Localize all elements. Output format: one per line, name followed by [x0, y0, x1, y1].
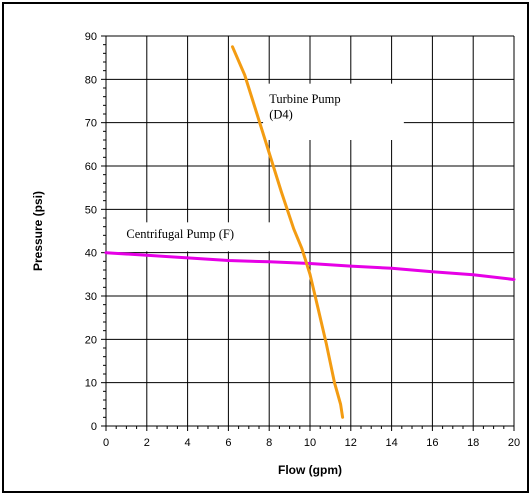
series-line-turbine-pump	[231, 45, 345, 419]
y-tick-label: 50	[85, 204, 97, 216]
series-lines	[104, 45, 516, 419]
x-tick-label: 18	[467, 437, 479, 449]
x-tick-label: 8	[266, 437, 272, 449]
x-tick-label: 4	[185, 437, 191, 449]
annotation-label: Turbine Pump	[269, 92, 340, 106]
annotation-label: (D4)	[269, 107, 293, 121]
y-tick-label: 0	[91, 421, 97, 433]
y-tick-label: 70	[85, 118, 97, 130]
tick-labels: 0 2 4 6 8 10 12 14 16 18 20 0 10 20 30 40 50 60 70 80 90	[85, 31, 520, 449]
y-tick-label: 40	[85, 248, 97, 260]
x-tick-label: 2	[144, 437, 150, 449]
grid	[106, 35, 515, 426]
x-axis-title: Flow (gpm)	[278, 463, 342, 477]
x-tick-label: 16	[426, 437, 438, 449]
y-tick-label: 90	[85, 31, 97, 43]
x-tick-label: 0	[103, 437, 109, 449]
x-tick-label: 14	[385, 437, 397, 449]
x-tick-label: 10	[304, 437, 316, 449]
series-line-centrifugal-pump	[104, 251, 516, 281]
centrifugal-label-background	[120, 222, 272, 252]
y-tick-label: 20	[85, 334, 97, 346]
annotations: Centrifugal Pump (F) Turbine Pump(D4)	[126, 92, 340, 241]
y-tick-label: 30	[85, 291, 97, 303]
annotation-label: Centrifugal Pump (F)	[126, 227, 234, 241]
pump-curve-chart: 0 2 4 6 8 10 12 14 16 18 20 0 10 20 30 40 50 60 70 80 90 Cen…	[31, 31, 520, 477]
x-tick-label: 12	[345, 437, 357, 449]
y-tick-label: 10	[85, 378, 97, 390]
x-tick-label: 20	[508, 437, 520, 449]
y-tick-label: 80	[85, 74, 97, 86]
x-tick-label: 6	[225, 437, 231, 449]
annotation-backgrounds	[120, 83, 404, 252]
axes	[101, 35, 515, 431]
y-tick-label: 60	[85, 161, 97, 173]
turbine-label-background	[263, 83, 404, 140]
y-axis-title: Pressure (psi)	[31, 191, 45, 271]
